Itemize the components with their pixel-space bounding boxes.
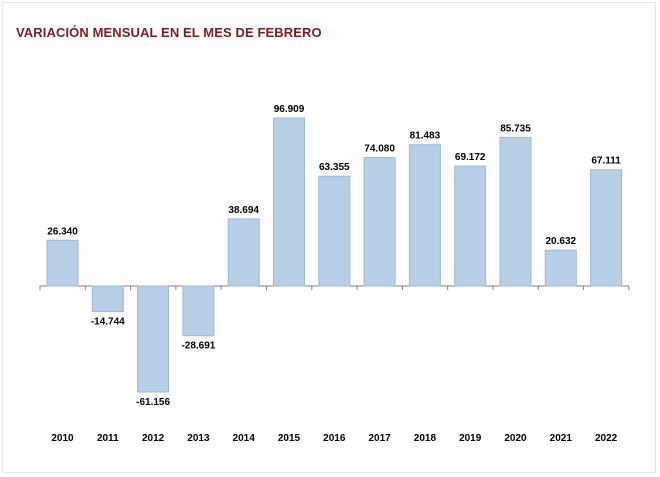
data-label-2018: 81.483 [410, 131, 441, 142]
x-tick-label-2011: 2011 [97, 433, 119, 444]
bar-2012 [137, 285, 170, 393]
data-label-2012: -61.156 [136, 397, 170, 408]
data-label-2014: 38.694 [228, 205, 259, 216]
bar-2015 [273, 117, 305, 287]
data-label-2015: 96.909 [274, 104, 305, 115]
data-label-2016: 63.355 [319, 162, 350, 173]
data-label-2017: 74.080 [364, 144, 395, 155]
bar-2013 [182, 285, 215, 337]
x-tick-label-2019: 2019 [459, 433, 482, 444]
chart-frame [2, 2, 656, 473]
bar-2020 [499, 136, 532, 287]
x-tick-label-2021: 2021 [550, 433, 573, 444]
data-label-2013: -28.691 [181, 341, 215, 352]
x-tick-label-2017: 2017 [368, 433, 391, 444]
x-tick-label-2016: 2016 [323, 433, 346, 444]
x-tick-label-2013: 2013 [187, 433, 210, 444]
chart-title: VARIACIÓN MENSUAL EN EL MES DE FEBRERO [16, 25, 322, 40]
x-tick-label-2018: 2018 [414, 433, 437, 444]
bar-2018 [408, 144, 441, 287]
x-tick-label-2020: 2020 [504, 433, 527, 444]
bar-2011 [91, 285, 124, 313]
data-label-2021: 20.632 [546, 236, 577, 247]
bar-2021 [544, 249, 577, 287]
data-label-2011: -14.744 [91, 317, 125, 328]
x-tick-label-2015: 2015 [278, 433, 301, 444]
data-label-2010: 26.340 [47, 226, 78, 237]
data-label-2020: 85.735 [500, 123, 531, 134]
x-tick-label-2012: 2012 [142, 433, 165, 444]
x-tick-label-2014: 2014 [233, 433, 256, 444]
bar-2010 [46, 239, 79, 287]
bar-2014 [227, 218, 260, 287]
x-tick-label-2010: 2010 [51, 433, 74, 444]
bar-2022 [590, 169, 623, 287]
x-tick-label-2022: 2022 [595, 433, 618, 444]
bar-2019 [454, 165, 487, 287]
data-label-2019: 69.172 [455, 152, 486, 163]
bar-2016 [318, 175, 351, 287]
data-label-2022: 67.111 [591, 156, 621, 167]
bar-2017 [363, 157, 396, 287]
